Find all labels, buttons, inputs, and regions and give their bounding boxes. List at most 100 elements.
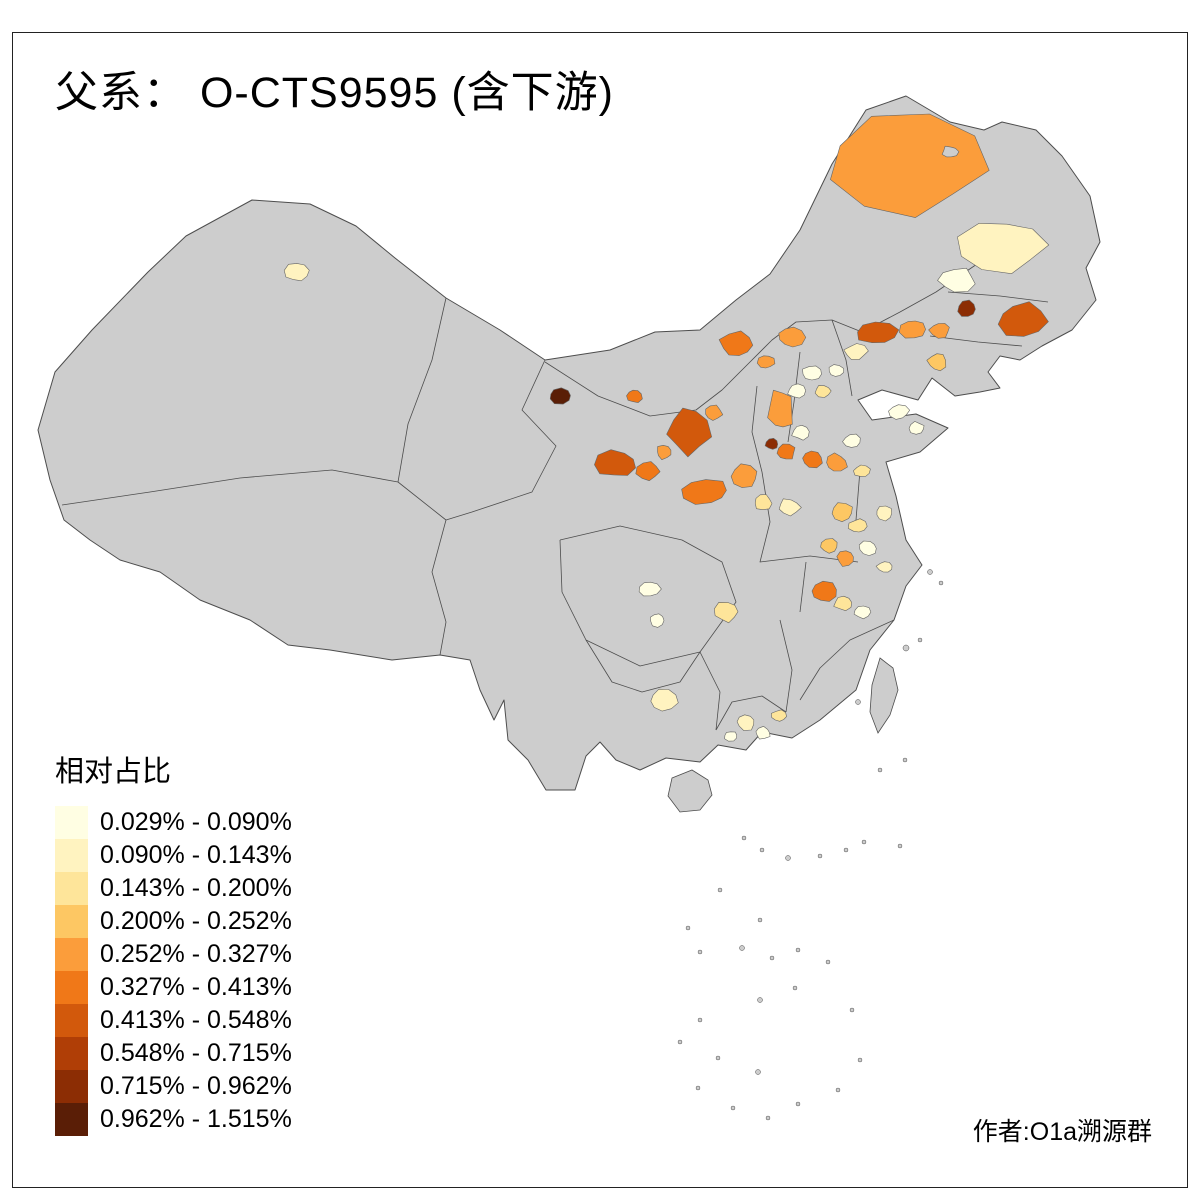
islet	[739, 945, 745, 951]
prefecture-patch	[853, 605, 872, 620]
prefecture-patch	[666, 407, 712, 458]
province-border	[787, 351, 801, 443]
province-border	[585, 639, 701, 693]
prefecture-patch	[755, 726, 771, 740]
islet	[695, 1085, 701, 1091]
prefecture-patch	[928, 323, 950, 339]
legend: 相对占比 0.029% - 0.090% 0.090% - 0.143% 0.143…	[55, 748, 292, 1136]
prefecture-patch	[888, 404, 910, 420]
prefecture-patch	[283, 263, 310, 282]
islet	[795, 1101, 801, 1107]
prefecture-patch	[876, 505, 892, 522]
legend-row: 0.200% - 0.252%	[55, 905, 292, 938]
province-border	[751, 385, 763, 473]
province-border	[544, 319, 863, 417]
legend-swatch	[55, 1070, 88, 1103]
province-border	[715, 695, 787, 731]
prefecture-patch	[754, 494, 773, 510]
legend-row: 0.090% - 0.143%	[55, 839, 292, 872]
province-border	[799, 561, 807, 613]
islet	[927, 569, 933, 575]
prefecture-patch	[650, 688, 679, 712]
islet	[897, 843, 903, 849]
prefecture-patch	[778, 498, 802, 517]
prefecture-patch	[549, 387, 571, 405]
prefecture-patch	[736, 714, 755, 731]
hainan-island	[667, 769, 713, 813]
legend-rows: 0.029% - 0.090% 0.090% - 0.143% 0.143% - 0…	[55, 806, 292, 1136]
islet	[877, 767, 883, 773]
province-border	[61, 469, 399, 506]
prefecture-patch	[635, 461, 661, 481]
islet	[677, 1039, 683, 1045]
islet	[902, 644, 910, 652]
prefecture-patch	[833, 595, 852, 611]
legend-swatch	[55, 905, 88, 938]
legend-swatch	[55, 1103, 88, 1136]
province-border	[779, 619, 793, 713]
prefecture-patch	[705, 404, 724, 421]
islet	[759, 847, 765, 853]
prefecture-patch	[776, 443, 796, 460]
prefecture-patch	[787, 383, 806, 399]
islet	[741, 835, 747, 841]
prefecture-patch	[764, 438, 778, 450]
prefecture-patch	[802, 450, 823, 469]
legend-swatch	[55, 839, 88, 872]
province-border	[397, 297, 447, 483]
islet	[861, 839, 867, 845]
prefecture-patch	[957, 223, 1050, 274]
islet	[792, 985, 798, 991]
prefecture-patch	[638, 581, 662, 597]
islet	[715, 1055, 721, 1061]
legend-row: 0.548% - 0.715%	[55, 1037, 292, 1070]
prefecture-patch	[657, 445, 672, 460]
legend-swatch	[55, 1037, 88, 1070]
map-title: 父系： O-CTS9595 (含下游)	[55, 69, 614, 117]
islet	[757, 997, 763, 1003]
prefecture-patch	[830, 113, 990, 218]
prefecture-patch	[820, 538, 838, 554]
legend-label: 0.252% - 0.327%	[100, 940, 292, 968]
prefecture-patch	[828, 364, 844, 377]
author-credit: 作者:O1a溯源群	[972, 1118, 1152, 1146]
prefecture-patch	[681, 479, 727, 505]
province-border	[831, 319, 853, 397]
islet	[855, 699, 861, 705]
legend-swatch	[55, 938, 88, 971]
islet	[917, 637, 923, 643]
legend-label: 0.548% - 0.715%	[100, 1039, 292, 1067]
legend-row: 0.029% - 0.090%	[55, 806, 292, 839]
islet	[835, 1087, 841, 1093]
legend-label: 0.143% - 0.200%	[100, 874, 292, 902]
prefecture-patch	[778, 326, 807, 348]
prefecture-patch	[826, 452, 848, 472]
prefecture-patch	[898, 320, 926, 339]
legend-label: 0.962% - 1.515%	[100, 1105, 292, 1133]
province-border	[855, 469, 861, 521]
prefecture-patch	[594, 449, 636, 476]
prefecture-patch	[650, 613, 665, 628]
legend-label: 0.413% - 0.548%	[100, 1006, 292, 1034]
province-border	[559, 525, 737, 667]
prefecture-patch	[937, 267, 976, 293]
prefecture-patch	[730, 463, 758, 488]
islet	[795, 947, 801, 953]
islet	[765, 1115, 771, 1121]
taiwan-island	[869, 657, 899, 734]
prefecture-patch	[767, 389, 793, 428]
legend-label: 0.029% - 0.090%	[100, 808, 292, 836]
islet	[757, 917, 763, 923]
legend-row: 0.252% - 0.327%	[55, 938, 292, 971]
prefecture-patch	[858, 540, 877, 556]
prefecture-patch	[814, 385, 832, 398]
prefecture-patch	[724, 731, 737, 742]
legend-row: 0.327% - 0.413%	[55, 971, 292, 1004]
legend-row: 0.413% - 0.548%	[55, 1004, 292, 1037]
prefecture-patch	[771, 709, 787, 722]
prefecture-patch	[853, 464, 871, 477]
province-border	[929, 335, 1023, 347]
prefecture-patch	[714, 602, 739, 624]
